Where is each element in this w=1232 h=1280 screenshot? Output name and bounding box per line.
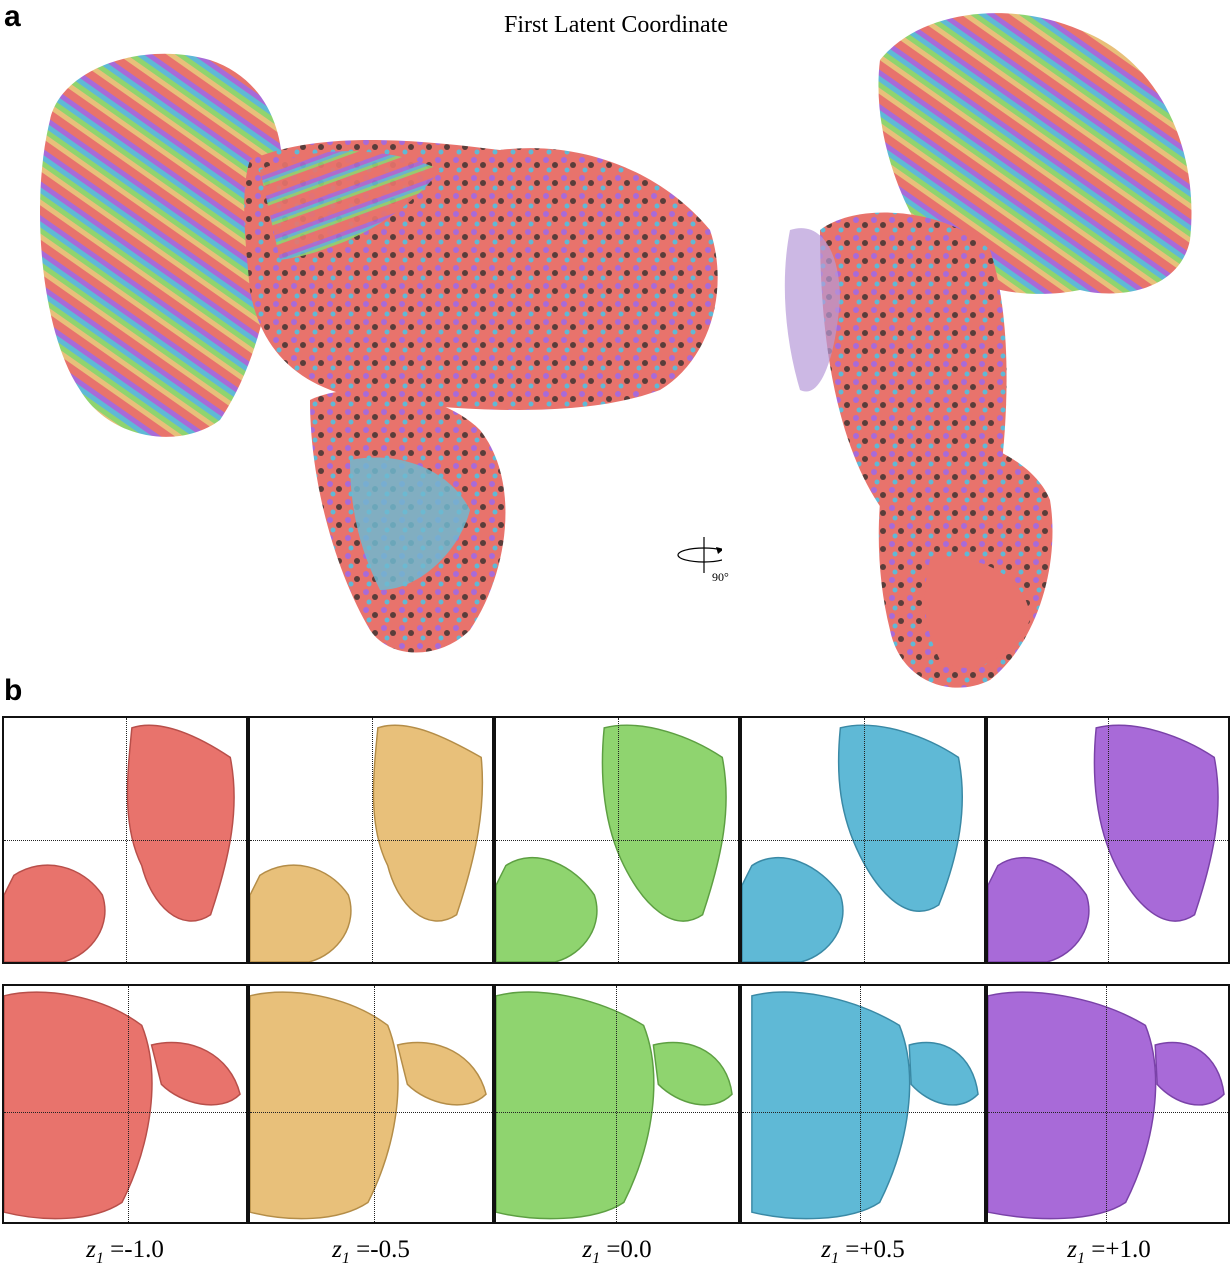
density-map-side-view (784, 13, 1192, 688)
zoom-tile-row1-z-minus-0-5 (248, 716, 494, 964)
density-map-front-view (40, 53, 718, 653)
latent-label-z-plus-0-5: z1 =+0.5 (821, 1236, 905, 1267)
zoom-tile-row2-z-0-0 (494, 984, 740, 1224)
zoom-tile-row2-z-plus-1 (986, 984, 1230, 1224)
panel-b-letter: b (4, 674, 23, 707)
rotation-label: 90° (712, 570, 729, 584)
zoom-tile-row1-z-plus-0-5 (740, 716, 986, 964)
latent-label-z-plus-1: z1 =+1.0 (1067, 1236, 1151, 1267)
zoom-tile-row2-z-minus-0-5 (248, 984, 494, 1224)
zoom-tile-row2-z-plus-0-5 (740, 984, 986, 1224)
panel-a-letter: a (4, 0, 21, 33)
latent-label-z-minus-1: z1 =-1.0 (86, 1236, 164, 1267)
zoom-tile-row1-z-plus-1 (986, 716, 1230, 964)
zoom-tile-row1-z-0-0 (494, 716, 740, 964)
figure-title: First Latent Coordinate (504, 12, 728, 38)
latent-label-z-minus-0-5: z1 =-0.5 (332, 1236, 410, 1267)
latent-label-z-0-0: z1 =0.0 (582, 1236, 652, 1267)
zoom-tile-row1-z-minus-1 (2, 716, 248, 964)
rotate-around-axis-icon (677, 537, 722, 573)
zoom-tile-row2-z-minus-1 (2, 984, 248, 1224)
